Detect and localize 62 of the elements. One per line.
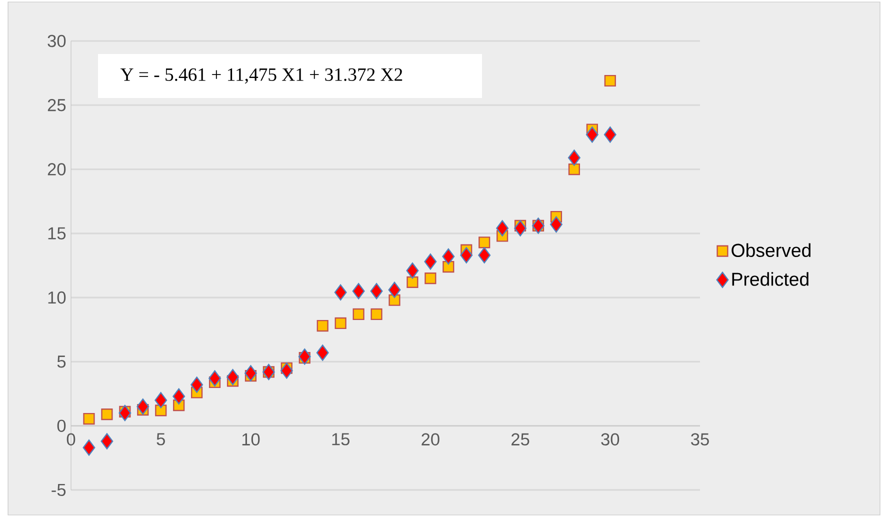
point — [550, 216, 562, 233]
point — [262, 364, 275, 380]
point — [190, 376, 204, 393]
point — [136, 398, 150, 415]
point — [101, 408, 113, 420]
point — [568, 150, 580, 166]
point — [100, 433, 114, 450]
x-tick-label: 25 — [512, 433, 530, 446]
y-tick-label: 5 — [57, 356, 66, 368]
point — [244, 365, 257, 382]
point — [172, 388, 186, 404]
y-tick-label: 25 — [48, 98, 66, 112]
y-tick-label: 30 — [48, 34, 66, 48]
y-tick-label: -5 — [52, 484, 66, 496]
point — [298, 348, 311, 365]
point — [478, 236, 490, 248]
point — [280, 362, 293, 379]
x-tick-label: 30 — [601, 433, 620, 446]
point — [155, 404, 167, 416]
point — [460, 247, 473, 264]
legend-label: Predicted — [732, 272, 808, 286]
point — [352, 308, 364, 320]
point — [424, 254, 437, 270]
x-tick-label: 15 — [332, 433, 350, 446]
point — [388, 282, 401, 298]
point — [514, 220, 527, 236]
point — [424, 272, 436, 284]
point — [568, 163, 580, 176]
point — [478, 247, 491, 264]
annotation: Y = - 5.461 + 11,475 X1 + 31.372 X2 — [120, 68, 402, 84]
point — [334, 317, 346, 330]
point — [496, 220, 509, 236]
y-tick-label: 20 — [48, 163, 66, 176]
point — [388, 294, 400, 306]
x-tick-label: 20 — [422, 433, 440, 446]
point — [334, 284, 347, 301]
point — [82, 440, 96, 456]
point — [154, 392, 168, 408]
y-tick-label: 15 — [48, 227, 66, 240]
point — [604, 126, 616, 143]
point — [442, 260, 454, 273]
point — [316, 320, 328, 332]
point — [370, 308, 382, 320]
x-tick-label: 35 — [691, 433, 709, 446]
point — [370, 283, 383, 300]
point — [316, 344, 329, 361]
point — [442, 248, 455, 265]
y-tick-label: 0 — [57, 420, 66, 432]
x-tick-label: 0 — [66, 433, 76, 446]
point — [352, 283, 365, 300]
point — [604, 74, 616, 87]
point — [208, 370, 221, 386]
point — [406, 276, 418, 288]
y-tick-label: 10 — [48, 291, 66, 304]
point — [586, 126, 598, 143]
point — [226, 368, 239, 386]
x-tick-label: 5 — [156, 433, 165, 446]
point — [406, 262, 419, 279]
point — [83, 412, 95, 425]
point — [118, 404, 132, 422]
legend-label: Observed — [732, 243, 810, 258]
x-tick-label: 10 — [242, 433, 260, 446]
